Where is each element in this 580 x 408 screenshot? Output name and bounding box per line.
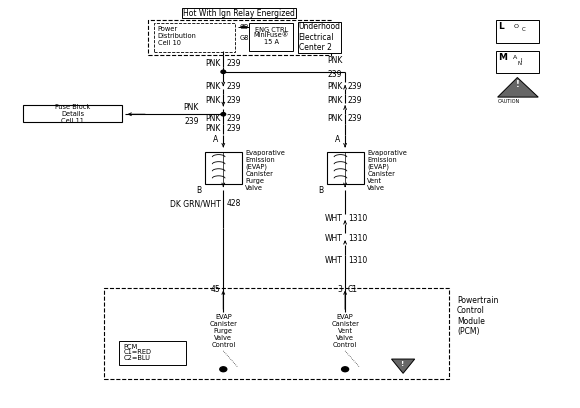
Text: PNK: PNK bbox=[205, 82, 220, 91]
Text: C1: C1 bbox=[348, 285, 358, 294]
Text: G8: G8 bbox=[240, 35, 249, 41]
Text: 239: 239 bbox=[348, 82, 362, 91]
Text: 15 A: 15 A bbox=[264, 39, 278, 45]
Text: !: ! bbox=[401, 361, 405, 367]
Text: A: A bbox=[513, 55, 517, 60]
Text: 1310: 1310 bbox=[348, 256, 367, 265]
Text: WHT: WHT bbox=[324, 234, 342, 243]
Bar bbox=[205, 152, 242, 184]
Text: EVAP
Canister
Purge
Valve
Control: EVAP Canister Purge Valve Control bbox=[209, 314, 237, 348]
Polygon shape bbox=[498, 78, 538, 97]
Text: N: N bbox=[518, 61, 522, 66]
Text: PNK: PNK bbox=[327, 96, 342, 105]
Text: DK GRN/WHT: DK GRN/WHT bbox=[169, 200, 220, 208]
Text: 239: 239 bbox=[226, 124, 241, 133]
Text: Underhood
Electrical
Center 2: Underhood Electrical Center 2 bbox=[299, 22, 340, 52]
Text: C2=BLU: C2=BLU bbox=[124, 355, 151, 361]
Text: Powertrain
Control
Module
(PCM): Powertrain Control Module (PCM) bbox=[457, 296, 498, 336]
Text: 239: 239 bbox=[226, 82, 241, 91]
Text: PNK: PNK bbox=[205, 96, 220, 105]
Bar bbox=[119, 341, 186, 365]
Text: 1310: 1310 bbox=[348, 214, 367, 223]
Text: 239: 239 bbox=[226, 59, 241, 68]
Circle shape bbox=[220, 367, 227, 372]
Text: PNK: PNK bbox=[184, 103, 199, 112]
Text: B: B bbox=[196, 186, 201, 195]
Text: 1310: 1310 bbox=[348, 234, 367, 243]
Text: 239: 239 bbox=[328, 70, 342, 79]
Text: !: ! bbox=[516, 80, 520, 89]
Text: Evaporative
Emission
(EVAP)
Canister
Purge
Valve: Evaporative Emission (EVAP) Canister Pur… bbox=[245, 150, 285, 191]
Text: I: I bbox=[521, 58, 523, 63]
Text: 239: 239 bbox=[348, 96, 362, 105]
Text: B: B bbox=[318, 186, 323, 195]
Text: 239: 239 bbox=[348, 114, 362, 123]
Text: 239: 239 bbox=[226, 114, 241, 123]
Text: PNK: PNK bbox=[327, 114, 342, 123]
Text: L: L bbox=[498, 22, 504, 31]
Text: 3: 3 bbox=[338, 285, 342, 294]
Polygon shape bbox=[392, 359, 415, 373]
Text: 239: 239 bbox=[226, 96, 241, 105]
Text: C: C bbox=[521, 27, 525, 32]
Text: PNK: PNK bbox=[205, 124, 220, 133]
Text: Evaporative
Emission
(EVAP)
Canister
Vent
Valve: Evaporative Emission (EVAP) Canister Ven… bbox=[367, 150, 407, 191]
Circle shape bbox=[221, 113, 226, 116]
Bar bbox=[23, 105, 122, 122]
Text: G9: G9 bbox=[240, 24, 249, 29]
Text: ENG CTRL: ENG CTRL bbox=[255, 27, 288, 33]
Bar bbox=[148, 20, 331, 55]
Text: O: O bbox=[513, 24, 519, 29]
Circle shape bbox=[342, 367, 349, 372]
Text: A: A bbox=[335, 135, 340, 144]
Text: Hot With Ign Relay Energized: Hot With Ign Relay Energized bbox=[183, 9, 295, 18]
Bar bbox=[496, 51, 539, 73]
Text: MiniFuse®: MiniFuse® bbox=[253, 32, 289, 38]
Bar bbox=[249, 23, 293, 51]
Text: EVAP
Canister
Vent
Valve
Control: EVAP Canister Vent Valve Control bbox=[331, 314, 359, 348]
Text: CAUTION: CAUTION bbox=[498, 99, 520, 104]
Text: PNK: PNK bbox=[327, 82, 342, 91]
Bar bbox=[104, 288, 449, 379]
Text: M: M bbox=[498, 53, 508, 62]
Text: WHT: WHT bbox=[324, 214, 342, 223]
Text: C1=RED: C1=RED bbox=[124, 349, 151, 355]
Text: Power
Distribution
Cell 10: Power Distribution Cell 10 bbox=[158, 26, 197, 46]
Circle shape bbox=[221, 70, 226, 73]
Text: 45: 45 bbox=[211, 285, 220, 294]
Text: PNK: PNK bbox=[205, 114, 220, 123]
Text: A: A bbox=[213, 135, 219, 144]
Text: 239: 239 bbox=[184, 117, 198, 126]
Bar bbox=[327, 152, 364, 184]
Bar bbox=[496, 20, 539, 43]
Bar bbox=[154, 23, 235, 52]
Text: PNK: PNK bbox=[205, 59, 220, 68]
Text: WHT: WHT bbox=[324, 256, 342, 265]
Text: 428: 428 bbox=[226, 200, 241, 208]
Text: PNK: PNK bbox=[327, 56, 342, 65]
Text: PCM: PCM bbox=[124, 344, 138, 350]
Text: Fuse Block
Details
Cell 11: Fuse Block Details Cell 11 bbox=[55, 104, 90, 124]
